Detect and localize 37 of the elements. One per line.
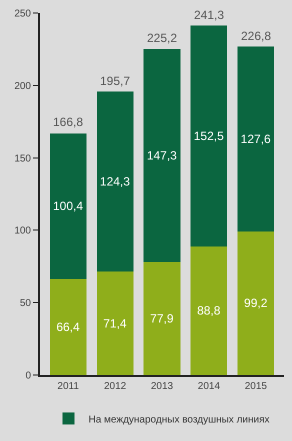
data-label: 88,8 [197,304,221,318]
total-label: 241,3 [194,8,224,22]
data-label: 77,9 [150,312,174,326]
total-label: 166,8 [53,115,84,129]
bar [50,278,86,375]
bar [144,262,180,375]
data-label: 124,3 [100,174,130,189]
bar [144,48,180,262]
x-tick-label: 2014 [198,381,220,392]
data-label: 99,2 [244,296,268,310]
bar [96,272,134,375]
x-tick-label: 2015 [244,381,268,392]
data-label: 71,4 [103,316,127,330]
x-tick-label: 2011 [57,381,80,392]
bar [238,46,274,232]
data-label: 152,5 [194,129,224,144]
bar [190,26,228,246]
y-tick-label: 100 [14,226,32,237]
x-tick-label: 2013 [150,381,174,392]
y-tick-label: 250 [14,8,32,20]
data-label: 66,4 [56,320,80,334]
y-tick-label: 200 [14,80,32,92]
total-label: 195,7 [100,74,130,88]
bar [96,92,134,272]
x-tick-label: 2012 [104,381,127,392]
legend-label: На международных воздушных линиях [88,414,270,426]
data-label: 147,3 [146,148,178,163]
y-tick-label: 0 [25,370,32,382]
total-label: 226,8 [241,29,272,43]
bar [190,246,228,375]
y-tick-label: 50 [20,298,32,310]
bar [50,133,86,279]
bar [238,231,274,375]
total-label: 225,2 [147,31,178,45]
data-label: 100,4 [52,199,84,214]
data-label: 127,6 [240,132,272,146]
y-tick-label: 150 [14,153,32,164]
